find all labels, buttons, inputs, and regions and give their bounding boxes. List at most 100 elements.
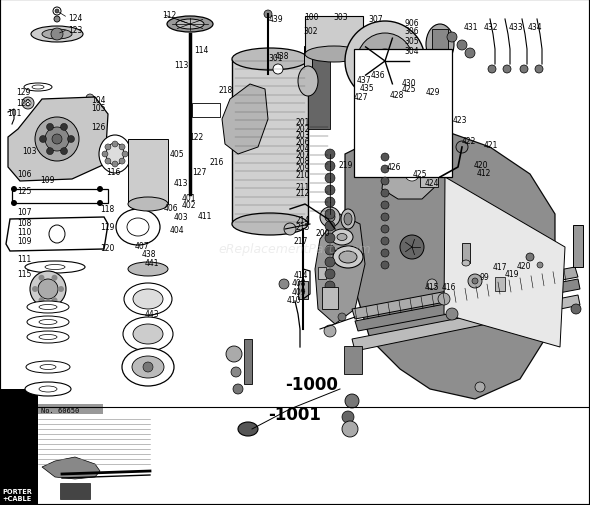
Circle shape	[226, 346, 242, 362]
Text: 432: 432	[484, 23, 499, 32]
Text: 417: 417	[493, 262, 507, 271]
Circle shape	[345, 394, 359, 408]
Circle shape	[284, 224, 296, 235]
Bar	[354, 50, 452, 178]
Text: -1000: -1000	[285, 375, 338, 393]
Ellipse shape	[232, 49, 308, 71]
Circle shape	[122, 152, 128, 158]
Text: 107: 107	[18, 208, 32, 217]
Text: 409: 409	[292, 287, 307, 296]
Text: 304: 304	[404, 47, 419, 56]
Ellipse shape	[128, 263, 168, 276]
Text: 419: 419	[504, 269, 519, 278]
Text: 105: 105	[91, 104, 106, 113]
Circle shape	[30, 272, 66, 308]
Circle shape	[105, 144, 111, 150]
Bar	[344, 346, 362, 374]
Circle shape	[40, 136, 47, 143]
Circle shape	[400, 235, 424, 260]
Text: 106: 106	[18, 170, 32, 179]
Circle shape	[438, 293, 450, 306]
Ellipse shape	[39, 320, 57, 325]
Text: 405: 405	[170, 149, 185, 159]
Circle shape	[233, 384, 243, 394]
Circle shape	[67, 136, 74, 143]
Text: No. 60650: No. 60650	[41, 407, 79, 413]
Circle shape	[51, 29, 63, 41]
Polygon shape	[382, 147, 438, 199]
Circle shape	[381, 201, 389, 210]
Circle shape	[381, 166, 389, 174]
Circle shape	[112, 162, 118, 168]
Text: 420: 420	[516, 261, 531, 270]
Text: 128: 128	[17, 99, 31, 108]
Bar	[12, 189, 108, 204]
Bar	[322, 287, 338, 310]
Text: 436: 436	[371, 71, 385, 80]
Text: 210: 210	[295, 170, 309, 179]
Ellipse shape	[24, 84, 52, 92]
Circle shape	[427, 279, 437, 289]
Text: 406: 406	[164, 204, 179, 213]
Circle shape	[112, 142, 118, 147]
Bar	[573, 226, 583, 268]
Bar	[298, 281, 308, 299]
Circle shape	[22, 98, 34, 110]
Text: PORTER: PORTER	[2, 488, 32, 494]
Text: 301: 301	[268, 54, 283, 63]
Text: eReplacementParts.com: eReplacementParts.com	[219, 243, 371, 256]
Circle shape	[105, 159, 111, 165]
Circle shape	[503, 66, 511, 74]
Text: 434: 434	[528, 23, 543, 32]
Text: 438: 438	[142, 249, 156, 259]
Text: 401: 401	[182, 193, 196, 203]
Text: 216: 216	[209, 158, 224, 167]
Ellipse shape	[106, 144, 124, 166]
Circle shape	[405, 168, 419, 182]
Circle shape	[273, 65, 283, 75]
Text: 109: 109	[40, 176, 55, 185]
Text: +CABLE: +CABLE	[2, 495, 31, 501]
Circle shape	[381, 262, 389, 270]
Ellipse shape	[128, 197, 168, 212]
Circle shape	[345, 22, 425, 102]
Ellipse shape	[305, 47, 363, 63]
Bar	[305, 17, 363, 55]
Circle shape	[102, 152, 108, 158]
Bar	[495, 277, 505, 291]
Circle shape	[325, 270, 335, 279]
Ellipse shape	[339, 251, 357, 264]
Polygon shape	[352, 295, 580, 351]
Ellipse shape	[133, 324, 163, 344]
Ellipse shape	[333, 246, 363, 269]
Text: -1001: -1001	[268, 405, 321, 423]
Ellipse shape	[27, 316, 69, 328]
Ellipse shape	[426, 25, 454, 65]
Text: 101: 101	[7, 109, 21, 118]
Text: 441: 441	[145, 258, 159, 267]
Text: 306: 306	[404, 27, 419, 36]
Circle shape	[381, 237, 389, 245]
Ellipse shape	[176, 20, 204, 30]
Text: 129: 129	[17, 87, 31, 96]
Text: 116: 116	[106, 167, 120, 176]
Text: 112: 112	[162, 11, 176, 20]
Circle shape	[357, 34, 413, 90]
Circle shape	[119, 159, 125, 165]
Polygon shape	[42, 457, 100, 479]
Circle shape	[571, 305, 581, 315]
Ellipse shape	[27, 301, 69, 314]
Ellipse shape	[331, 230, 353, 245]
Text: 437: 437	[357, 76, 372, 85]
Circle shape	[51, 297, 57, 304]
Text: 416: 416	[441, 282, 456, 291]
Circle shape	[381, 214, 389, 222]
Ellipse shape	[42, 30, 72, 40]
Ellipse shape	[122, 348, 174, 386]
Text: 410: 410	[286, 295, 301, 305]
Circle shape	[231, 367, 241, 377]
Polygon shape	[355, 279, 580, 331]
Circle shape	[325, 162, 335, 172]
Text: 127: 127	[192, 167, 206, 176]
Text: 111: 111	[18, 254, 32, 263]
